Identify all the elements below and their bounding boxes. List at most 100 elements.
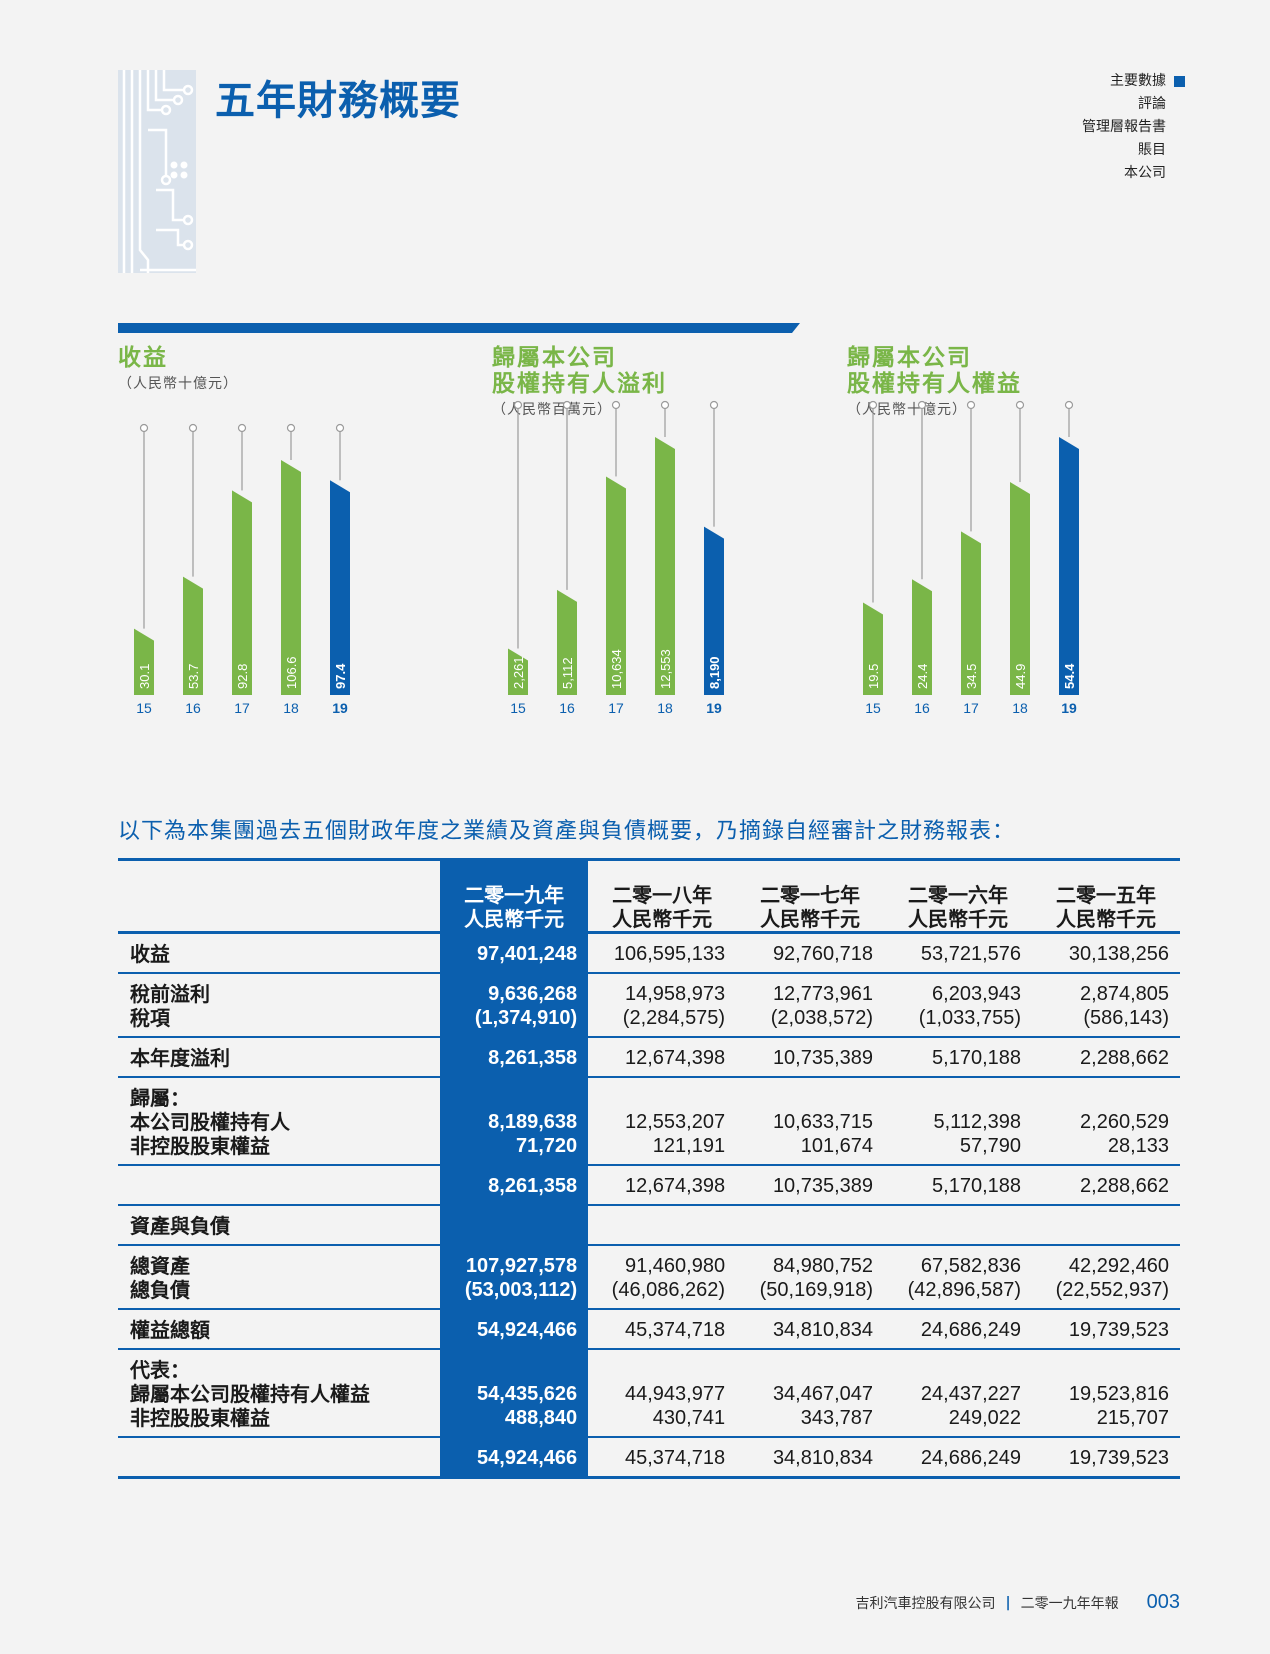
x-tick-label: 17 xyxy=(234,700,250,716)
cell-value xyxy=(451,1214,577,1238)
chart-unit: （人民幣十億元） xyxy=(118,376,238,392)
row-label xyxy=(118,1437,440,1478)
cell-value xyxy=(895,1214,1021,1238)
bar xyxy=(704,526,724,695)
cell-value: (46,086,262) xyxy=(611,1279,726,1301)
cell-value: 71,720 xyxy=(515,1135,578,1157)
bar-pin-icon xyxy=(286,423,296,433)
cell-value: 5,170,188 xyxy=(932,1175,1021,1197)
cell-value: 19,523,816 xyxy=(1068,1383,1169,1405)
cell-value: 14,958,973 xyxy=(624,983,726,1005)
value-cell: 45,374,718 xyxy=(588,1309,736,1349)
cell-value xyxy=(599,1358,725,1382)
footer-report: 二零一九年年報 xyxy=(1020,1595,1119,1612)
nav-item-management-reports[interactable]: 管理層報告書 xyxy=(1082,116,1185,139)
value-cell: 45,374,718 xyxy=(588,1437,736,1478)
cell-value: (586,143) xyxy=(1083,1007,1169,1029)
row-label-line: 代表： xyxy=(130,1358,190,1382)
cell-value: 92,760,718 xyxy=(772,943,874,965)
row-label: 權益總額 xyxy=(118,1309,440,1349)
page-title: 五年財務概要 xyxy=(215,78,461,124)
x-tick-label: 18 xyxy=(1012,700,1028,716)
value-cell: 12,674,398 xyxy=(588,1037,736,1077)
cell-value: 430,741 xyxy=(652,1407,726,1429)
value-cell: 5,112,398 57,790 xyxy=(884,1077,1032,1165)
profit-chart: 歸屬本公司 股權持有人溢利 （人民幣百萬元） 2,261 15 5,112 16 10,… xyxy=(492,345,822,775)
row-label-line: 非控股股東權益 xyxy=(130,1134,270,1158)
revenue-chart: 收益 （人民幣十億元） 30.1 15 53.7 16 92.8 17 106.6 18 97.… xyxy=(118,345,448,775)
cell-value: 215,707 xyxy=(1096,1407,1169,1429)
bar-pin-icon xyxy=(868,400,878,410)
value-cell: 54,435,626 488,840 xyxy=(440,1349,589,1437)
table-row: 總資產 總負債 107,927,578 (53,003,112) 91,460,980(… xyxy=(118,1245,1180,1309)
x-tick-label: 15 xyxy=(865,700,881,716)
bar-pin-icon xyxy=(139,423,149,433)
row-label-line: 總資產 xyxy=(130,1254,190,1278)
value-cell: 24,686,249 xyxy=(884,1309,1032,1349)
value-cell: 9,636,268 (1,374,910) xyxy=(440,973,589,1037)
bar xyxy=(606,476,626,695)
nav-item-company[interactable]: 本公司 xyxy=(1082,162,1185,185)
bar-value-label: 97.4 xyxy=(333,663,348,689)
bar xyxy=(961,531,981,695)
cell-value: 12,674,398 xyxy=(624,1175,726,1197)
value-cell xyxy=(440,1205,589,1245)
chart-title: 歸屬本公司 股權持有人溢利 xyxy=(492,345,667,397)
row-label-line xyxy=(130,1446,429,1470)
bar-pin-icon xyxy=(335,423,345,433)
header-2017: 二零一七年 人民幣千元 xyxy=(736,858,885,934)
cell-value: (2,284,575) xyxy=(622,1007,726,1029)
row-label-line xyxy=(130,1174,429,1198)
bar-pin-icon xyxy=(660,400,670,410)
cell-value: 9,636,268 xyxy=(488,983,578,1005)
row-label-line: 歸屬： xyxy=(130,1086,190,1110)
marker-spacer xyxy=(1174,145,1185,156)
cell-value: 2,288,662 xyxy=(1080,1047,1169,1069)
page-footer: 吉利汽車控股有限公司 | 二零一九年年報 003 xyxy=(856,1591,1181,1614)
cell-value: 106,595,133 xyxy=(613,943,726,965)
row-label: 本年度溢利 xyxy=(118,1037,440,1077)
equity-bar-chart: 19.5 15 24.4 16 34.5 17 44.9 18 54.4 19 xyxy=(863,400,1079,716)
table-row: 權益總額 54,924,466 45,374,718 34,810,834 24,686… xyxy=(118,1309,1180,1349)
cell-value: 24,686,249 xyxy=(920,1447,1021,1469)
value-cell: 107,927,578 (53,003,112) xyxy=(440,1245,589,1309)
chart-title: 收益 xyxy=(118,345,168,371)
cell-value xyxy=(747,1214,873,1238)
value-cell: 34,810,834 xyxy=(736,1437,884,1478)
row-label: 代表： 歸屬本公司股權持有人權益 非控股股東權益 xyxy=(118,1349,440,1437)
value-cell xyxy=(736,1205,884,1245)
nav-label: 賬目 xyxy=(1138,142,1166,158)
nav-item-accounts[interactable]: 賬目 xyxy=(1082,139,1185,162)
cell-value: 121,191 xyxy=(652,1135,726,1157)
value-cell: 8,261,358 xyxy=(440,1037,589,1077)
cell-value: (1,033,755) xyxy=(918,1007,1021,1029)
bar-pin-icon xyxy=(188,423,198,433)
row-label-line: 資產與負債 xyxy=(130,1214,230,1238)
value-cell: 24,686,249 xyxy=(884,1437,1032,1478)
nav-item-key-data[interactable]: 主要數據 xyxy=(1082,70,1185,93)
value-cell: 24,437,227 249,022 xyxy=(884,1349,1032,1437)
profit-bar-chart: 2,261 15 5,112 16 10,634 17 12,553 18 8,190 19 xyxy=(508,400,724,716)
bar-pin-icon xyxy=(1015,400,1025,410)
header-2018: 二零一八年 人民幣千元 xyxy=(588,858,737,934)
x-tick-label: 18 xyxy=(657,700,673,716)
intro-text: 以下為本集團過去五個財政年度之業績及資產與負債概要，乃摘錄自經審計之財務報表： xyxy=(118,819,1016,844)
x-tick-label: 15 xyxy=(510,700,526,716)
value-cell: 53,721,576 xyxy=(884,933,1032,974)
value-cell: 8,261,358 xyxy=(440,1165,589,1205)
value-cell: 34,810,834 xyxy=(736,1309,884,1349)
cell-value: 12,553,207 xyxy=(624,1111,726,1133)
value-cell: 12,674,398 xyxy=(588,1165,736,1205)
row-label-line: 稅項 xyxy=(130,1006,170,1030)
value-cell: 2,874,805 (586,143) xyxy=(1032,973,1180,1037)
cell-value: 91,460,980 xyxy=(624,1255,726,1277)
footer-separator: | xyxy=(1005,1594,1011,1611)
nav-item-review[interactable]: 評論 xyxy=(1082,93,1185,116)
x-tick-label: 19 xyxy=(332,700,348,716)
x-tick-label: 18 xyxy=(283,700,299,716)
bar-value-label: 53.7 xyxy=(186,664,201,689)
table-body: 收益 97,401,248 106,595,133 92,760,718 53,721,… xyxy=(118,932,1180,1478)
bar xyxy=(281,460,301,695)
cell-value xyxy=(895,1358,1021,1382)
cell-value xyxy=(747,1086,873,1110)
